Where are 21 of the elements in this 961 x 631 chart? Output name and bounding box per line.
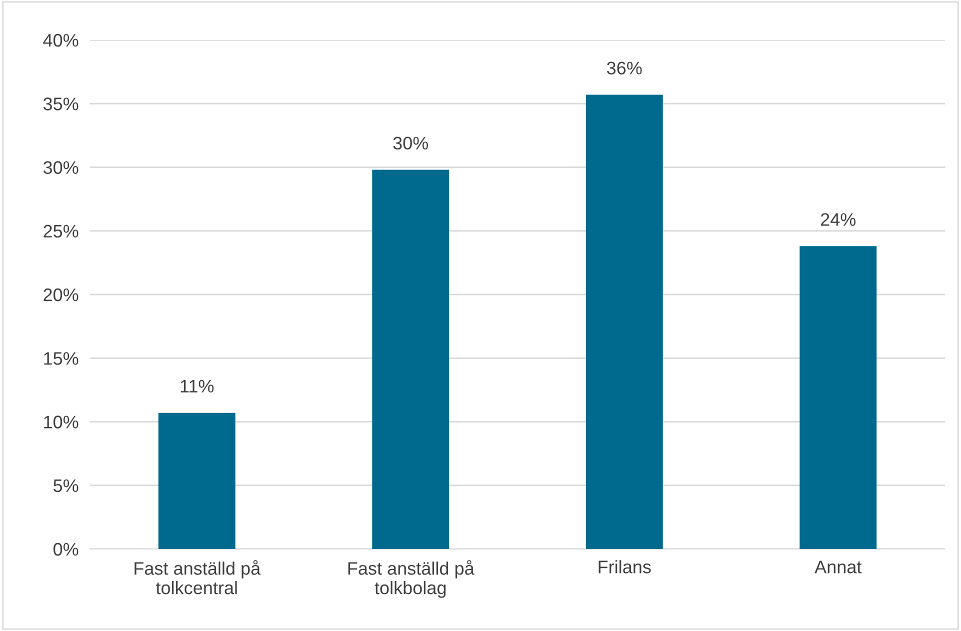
y-tick-label: 10%	[44, 416, 78, 428]
x-tick-label: Annat	[814, 560, 862, 574]
y-tick-label: 0%	[54, 542, 78, 556]
bar	[158, 412, 236, 549]
y-tick-label: 30%	[43, 161, 78, 174]
bar	[372, 170, 450, 549]
x-tick-label: Fast anställd på tolkcentral	[134, 560, 261, 594]
y-tick-label: 40%	[43, 34, 78, 47]
data-label: 24%	[820, 213, 856, 226]
data-label: 30%	[393, 136, 428, 150]
y-tick-label: 25%	[44, 224, 78, 238]
x-tick-label: Fast anställd på tolkbolag	[348, 560, 474, 598]
data-label: 36%	[606, 62, 642, 74]
y-tick-label: 15%	[44, 352, 78, 365]
y-tick-label: 35%	[43, 98, 78, 110]
data-label: 11%	[180, 380, 214, 393]
x-tick-label: Frilans	[598, 560, 651, 574]
y-tick-label: 5%	[54, 479, 78, 492]
bar	[586, 94, 663, 549]
bar	[800, 246, 877, 549]
y-tick-label: 20%	[44, 288, 78, 302]
